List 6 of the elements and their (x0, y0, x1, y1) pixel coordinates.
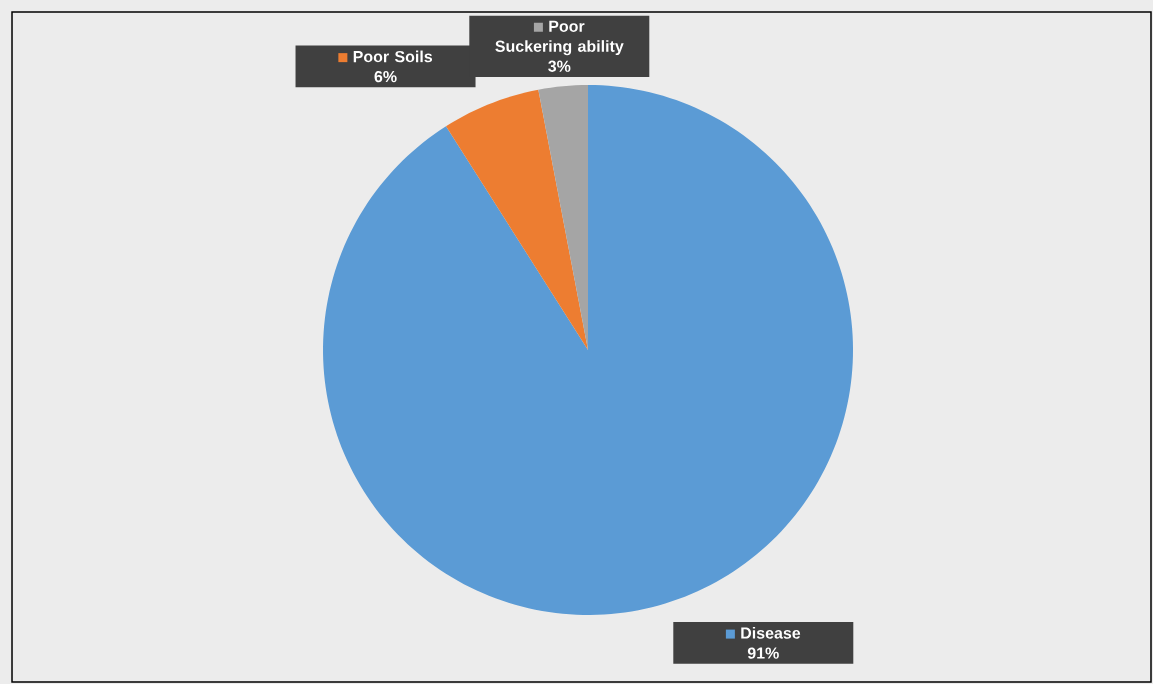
data-label: 3% (548, 60, 571, 72)
data-label: 91% (747, 647, 779, 659)
data-label: 6% (374, 70, 397, 83)
legend-label: Poor Soils (353, 50, 433, 63)
legend-label: Poor Suckering ability (495, 20, 624, 56)
legend-label: Disease (741, 627, 801, 639)
